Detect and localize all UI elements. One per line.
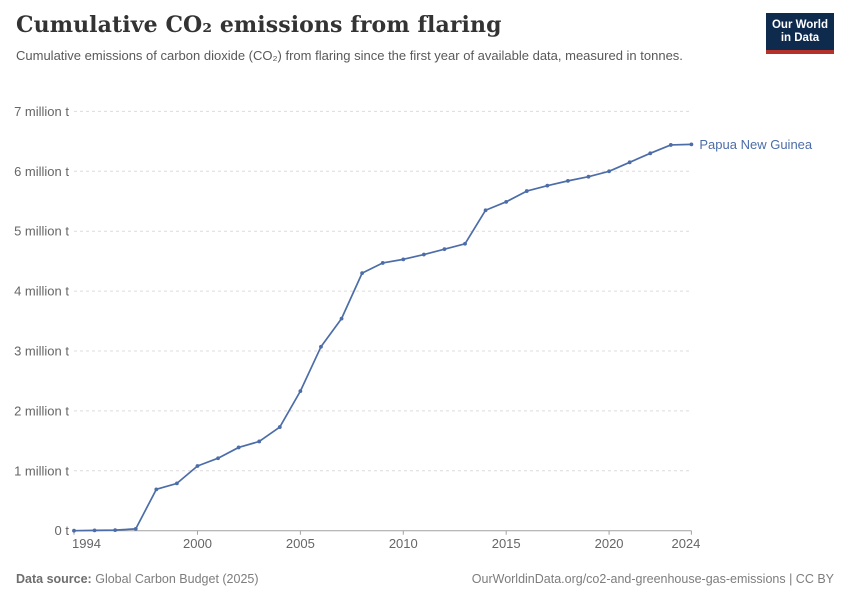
x-axis-tick-label: 2015 xyxy=(492,536,521,551)
data-point-marker xyxy=(421,252,426,257)
data-point-marker xyxy=(277,425,282,429)
data-point-marker xyxy=(236,445,241,450)
data-point-marker xyxy=(607,169,611,174)
owid-url-link[interactable]: OurWorldinData.org/co2-and-greenhouse-ga… xyxy=(471,572,834,586)
data-point-marker xyxy=(689,142,694,147)
data-point-marker xyxy=(113,528,118,533)
y-axis-tick-label: 0 t xyxy=(55,523,70,538)
x-axis-tick-label: 2000 xyxy=(183,536,212,551)
data-point-marker xyxy=(257,439,262,444)
line-chart-svg: 0 t 1 million t 2 million t 3 million t 4 mi… xyxy=(14,104,813,551)
line-chart: 0 t 1 million t 2 million t 3 million t 4 mi… xyxy=(0,90,850,560)
data-point-marker xyxy=(545,183,550,188)
y-axis-tick-label: 4 million t xyxy=(14,284,69,299)
data-line xyxy=(73,143,693,532)
data-point-marker xyxy=(339,316,344,321)
y-axis-tick-label: 7 million t xyxy=(14,104,69,119)
data-point-marker xyxy=(648,151,653,156)
data-point-marker xyxy=(442,247,447,252)
data-point-marker xyxy=(524,189,529,193)
chart-title: Cumulative CO₂ emissions from flaring xyxy=(16,12,502,38)
data-point-marker xyxy=(175,481,179,486)
y-axis-tick-label: 6 million t xyxy=(14,164,69,179)
y-axis-tick-label: 1 million t xyxy=(14,463,69,478)
y-axis-tick-label: 2 million t xyxy=(14,403,69,418)
data-point-marker xyxy=(483,208,488,213)
data-point-marker xyxy=(463,241,467,246)
chart-subtitle: Cumulative emissions of carbon dioxide (… xyxy=(16,48,683,63)
data-point-marker xyxy=(627,160,632,165)
x-axis-tick-label: 2010 xyxy=(389,536,418,551)
data-point-marker xyxy=(72,528,76,533)
data-source-value: Global Carbon Budget (2025) xyxy=(95,572,259,586)
data-source-label: Data source: xyxy=(16,572,92,586)
data-point-marker xyxy=(566,178,570,183)
x-axis-tick-label: 1994 xyxy=(72,536,101,551)
data-point-marker xyxy=(504,199,509,204)
data-point-marker xyxy=(380,261,385,265)
data-source: Data source: Global Carbon Budget (2025) xyxy=(16,572,259,586)
data-point-marker xyxy=(360,271,365,276)
y-axis-tick-label: 5 million t xyxy=(14,224,69,239)
data-point-marker xyxy=(154,487,159,492)
owid-logo-line2: in Data xyxy=(780,32,820,44)
data-point-marker xyxy=(195,464,200,468)
owid-logo-line1: Our World xyxy=(771,19,828,31)
chart-footer: Data source: Global Carbon Budget (2025)… xyxy=(16,572,834,586)
series-end-label: Papua New Guinea xyxy=(699,137,813,152)
x-axis-tick-label: 2005 xyxy=(286,536,315,551)
data-point-marker xyxy=(298,389,303,394)
x-axis-tick-label: 2024 xyxy=(671,536,700,551)
y-axis-tick-label: 3 million t xyxy=(14,344,69,359)
x-axis-tick-label: 2020 xyxy=(595,536,624,551)
chart-header: Cumulative CO₂ emissions from flaring Ou… xyxy=(16,12,834,64)
data-point-marker xyxy=(401,257,406,262)
data-point-marker xyxy=(216,456,220,461)
data-point-marker xyxy=(586,174,591,179)
data-point-marker xyxy=(319,344,323,349)
data-point-marker xyxy=(92,528,97,533)
data-point-marker xyxy=(133,527,138,531)
owid-logo: Our World in Data xyxy=(766,13,834,54)
data-point-marker xyxy=(668,143,673,147)
